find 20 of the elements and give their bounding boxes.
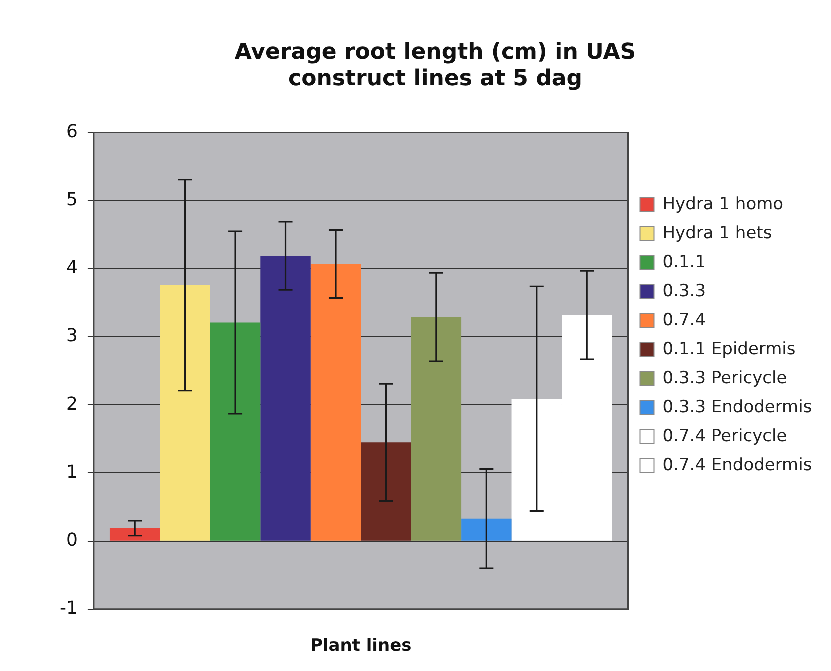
y-tick-label: 3 xyxy=(66,326,78,347)
y-tick-label: -1 xyxy=(60,598,78,620)
legend-label: 0.7.4 xyxy=(662,310,706,330)
y-tick-label: 5 xyxy=(66,190,78,211)
legend-label: 0.1.1 xyxy=(662,252,706,272)
legend-label: Hydra 1 hets xyxy=(662,223,772,244)
y-tick-label: 1 xyxy=(66,462,78,483)
y-tick-label: 0 xyxy=(66,530,78,551)
chart-title: Average root length (cm) in UAS construct lines at 5 dag xyxy=(234,40,636,92)
legend-label: 0.3.3 Pericycle xyxy=(662,368,788,388)
legend-label: 0.1.1 Epidermis xyxy=(662,339,796,360)
legend-label: 0.7.4 Endodermis xyxy=(662,455,812,476)
legend-label: 0.3.3 Endodermis xyxy=(662,397,812,418)
legend-label: Hydra 1 homo xyxy=(662,194,784,214)
legend-label: 0.7.4 Pericycle xyxy=(662,426,788,446)
y-tick-label: 6 xyxy=(66,121,78,142)
legend-label: 0.3.3 xyxy=(662,281,706,302)
y-tick-label: 2 xyxy=(66,394,78,415)
y-tick-label: 4 xyxy=(66,258,78,279)
x-axis-title: Plant lines xyxy=(310,636,412,656)
